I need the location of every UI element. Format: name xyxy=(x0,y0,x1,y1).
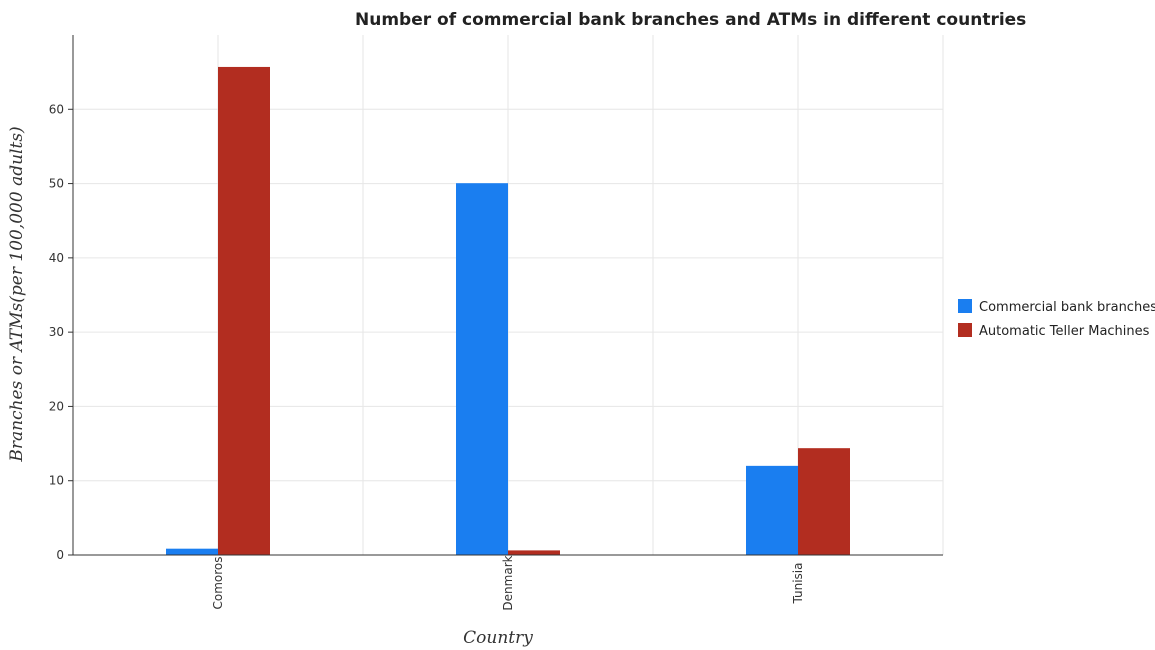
x-tick-label: Tunisia xyxy=(791,563,805,605)
x-tick-label: Denmark xyxy=(501,555,515,610)
y-axis: 0 10 20 30 40 50 60 xyxy=(49,35,74,562)
y-tick-label: 30 xyxy=(49,325,64,339)
y-tick-label: 10 xyxy=(49,474,64,488)
y-tick-label: 50 xyxy=(49,177,64,191)
y-axis-label: Branches or ATMs(per 100,000 adults) xyxy=(7,126,27,462)
legend-swatch xyxy=(958,323,972,337)
y-tick-label: 60 xyxy=(49,102,64,116)
x-axis-label: Country xyxy=(463,628,533,648)
bar-commercial-bank-branches-comoros xyxy=(166,548,218,555)
legend: Commercial bank branches Automatic Teller… xyxy=(958,299,1155,339)
bar-automatic-teller-machines-comoros xyxy=(218,66,270,555)
legend-label: Automatic Teller Machines xyxy=(979,324,1150,339)
bar-automatic-teller-machines-tunisia xyxy=(798,448,850,555)
bars xyxy=(166,66,850,555)
x-axis: Comoros Denmark Tunisia xyxy=(73,554,943,611)
y-tick-label: 20 xyxy=(49,399,64,413)
y-tick-label: 40 xyxy=(49,251,64,265)
bar-commercial-bank-branches-tunisia xyxy=(746,465,798,555)
x-tick-label: Comoros xyxy=(211,556,225,609)
legend-swatch xyxy=(958,299,972,313)
legend-label: Commercial bank branches xyxy=(979,300,1155,315)
bar-commercial-bank-branches-denmark xyxy=(456,183,508,555)
y-tick-label: 0 xyxy=(56,548,64,562)
chart-title: Number of commercial bank branches and A… xyxy=(355,10,1026,30)
bar-automatic-teller-machines-denmark xyxy=(508,550,560,555)
